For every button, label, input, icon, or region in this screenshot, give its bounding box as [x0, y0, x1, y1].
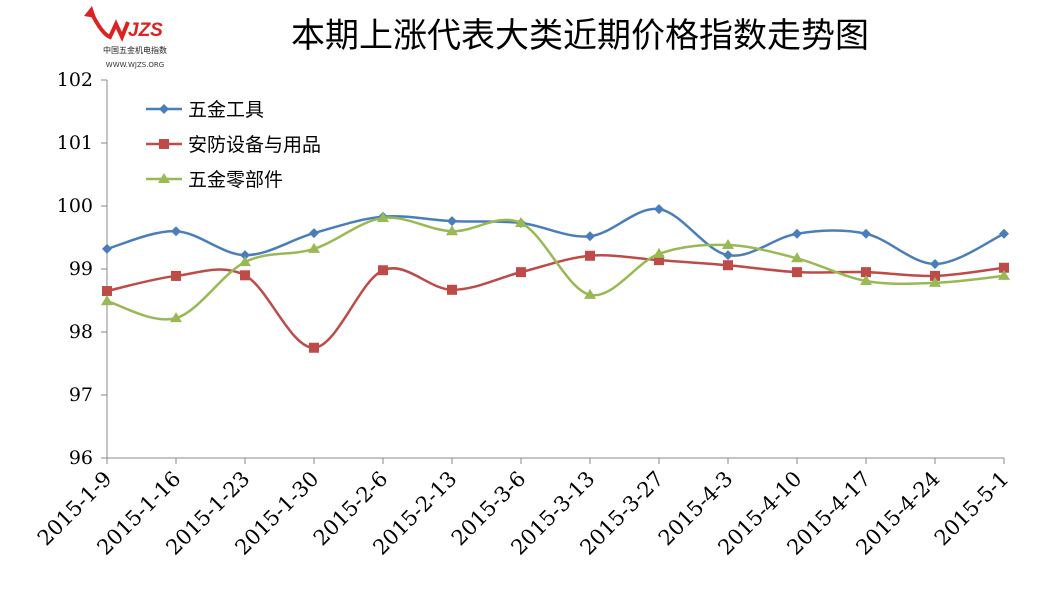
y-tick-label: 99: [69, 258, 93, 280]
svg-text:WWW.WJZS.ORG: WWW.WJZS.ORG: [106, 61, 164, 69]
data-point-series-1: [240, 250, 250, 261]
wjzs-logo: JZS 中国五金机电指数 WWW.WJZS.ORG: [84, 6, 167, 69]
data-point-series-2: [171, 270, 181, 281]
data-point-series-3: [791, 252, 803, 263]
data-point-series-2: [723, 260, 733, 271]
data-point-series-1: [309, 228, 319, 239]
data-point-series-3: [653, 247, 665, 258]
data-point-series-3: [101, 295, 113, 306]
data-point-series-3: [308, 242, 320, 253]
legend-label: 五金零部件: [188, 169, 283, 191]
y-tick-label: 102: [57, 69, 93, 91]
data-point-series-3: [584, 288, 596, 299]
data-point-series-1: [654, 204, 664, 215]
data-point-series-2: [930, 270, 940, 281]
data-point-series-3: [239, 256, 251, 267]
data-point-series-1: [585, 231, 595, 242]
data-point-series-2: [378, 265, 388, 276]
y-tick-label: 97: [69, 384, 93, 406]
series-line-1: [106, 207, 1005, 266]
data-point-series-2: [654, 255, 664, 266]
data-point-series-2: [102, 286, 112, 297]
x-tick-label: 2015-5-1: [930, 467, 1014, 551]
data-point-series-2: [792, 267, 802, 278]
data-point-series-3: [722, 239, 734, 250]
data-point-series-2: [585, 250, 595, 261]
legend-marker-1: [159, 104, 169, 114]
data-point-series-2: [516, 267, 526, 278]
data-point-series-1: [999, 228, 1009, 239]
legend-marker-2: [159, 139, 169, 149]
data-point-series-1: [792, 228, 802, 239]
y-tick-label: 98: [69, 321, 93, 343]
data-point-series-3: [929, 276, 941, 287]
svg-text:中国五金机电指数: 中国五金机电指数: [103, 45, 167, 55]
chart-title: 本期上涨代表大类近期价格指数走势图: [291, 16, 869, 56]
svg-text:JZS: JZS: [128, 20, 163, 41]
legend-marker-3: [158, 173, 170, 183]
legend-label: 五金工具: [188, 99, 264, 121]
y-tick-label: 96: [69, 447, 93, 469]
series-line-2: [106, 254, 1005, 350]
data-point-series-3: [377, 211, 389, 222]
data-point-series-1: [861, 228, 871, 239]
data-point-series-2: [861, 267, 871, 278]
data-point-series-3: [998, 269, 1010, 280]
data-point-series-2: [240, 270, 250, 281]
y-tick-label: 100: [57, 195, 93, 217]
data-point-series-2: [999, 262, 1009, 273]
data-point-series-3: [170, 312, 182, 323]
data-point-series-2: [309, 342, 319, 353]
legend-label: 安防设备与用品: [188, 134, 321, 156]
data-point-series-3: [860, 274, 872, 285]
data-point-series-1: [723, 250, 733, 261]
data-point-series-1: [930, 258, 940, 269]
data-point-series-1: [171, 226, 181, 237]
data-point-series-2: [447, 284, 457, 295]
data-point-series-1: [447, 216, 457, 227]
y-tick-label: 101: [57, 132, 93, 154]
series-line-3: [106, 216, 1005, 321]
data-point-series-3: [446, 225, 458, 236]
data-point-series-3: [515, 217, 527, 228]
data-point-series-1: [102, 243, 112, 254]
